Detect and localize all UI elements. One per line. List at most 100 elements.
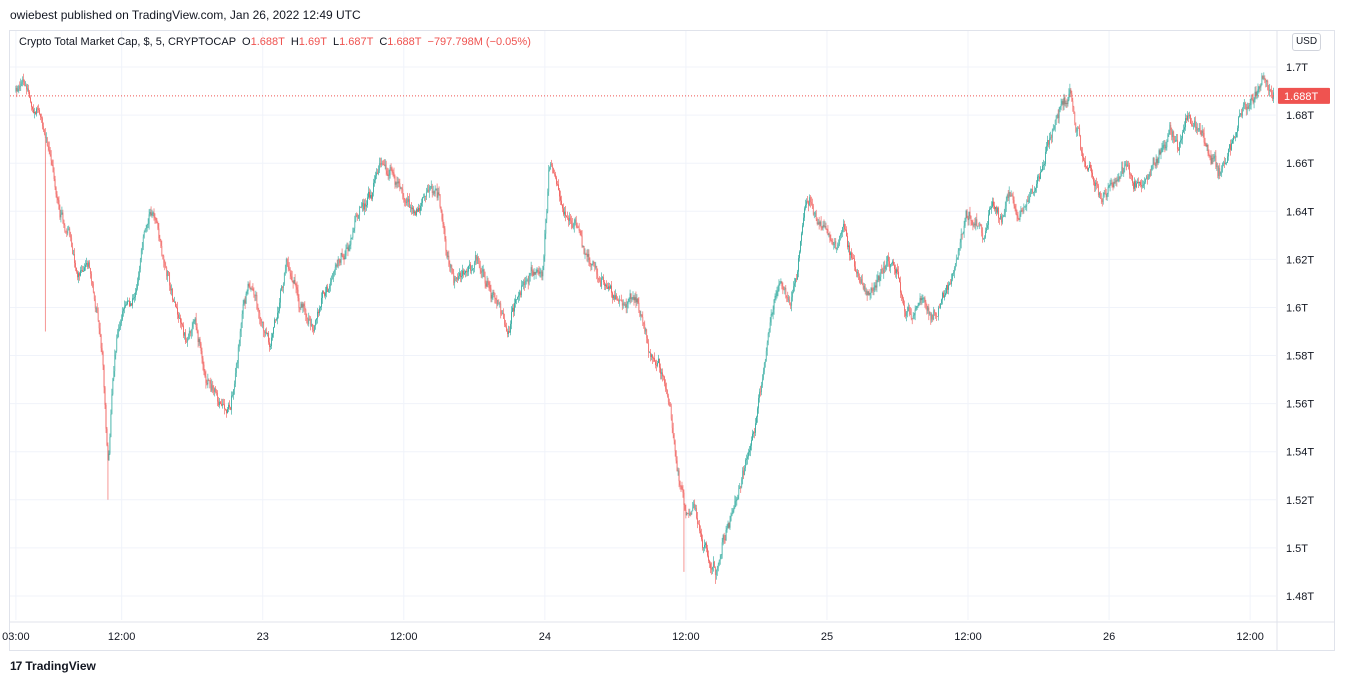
candle-body [1210,155,1212,164]
high-value: 1.69T [298,36,327,48]
candle-body [476,256,478,261]
candle-body [392,172,394,173]
candle-body [671,418,673,428]
candle-body [644,324,646,332]
candle-body [299,307,301,309]
candle-body [50,154,52,161]
candle-body [967,218,969,221]
candle-body [51,160,53,165]
candle-body [189,330,191,334]
candle-body [1096,182,1097,185]
candle-body [936,315,938,317]
candle-body [473,262,475,269]
candle-body [1090,164,1091,168]
candle-body [725,530,727,541]
open-value: 1.688T [250,36,285,48]
candle-body [174,301,175,303]
candle-body [776,291,778,296]
candle-body [383,164,385,166]
candle-body [288,265,290,270]
candle-body [1131,174,1132,177]
candle-body [813,213,815,215]
candle-body [854,258,855,267]
candle-body [836,248,838,250]
candle-body [916,305,918,309]
candle-body [975,219,977,226]
candle-body [633,297,635,301]
candle-body [920,298,922,301]
candle-body [720,555,722,560]
candle-body [29,91,30,98]
candle-body [666,390,668,396]
candle-body [821,227,823,229]
candle-body [220,401,221,404]
candle-body [1127,164,1129,167]
candle-body [244,300,246,304]
candle-body [133,298,134,299]
candle-body [1171,131,1173,138]
candle-body [377,170,379,175]
candle-body [1132,176,1133,183]
candle-body [265,332,267,334]
candle-body [295,284,297,288]
candle-body [804,208,805,218]
candle-body [710,563,711,569]
candle-body [986,227,987,232]
candle-body [82,270,83,272]
time-tick-label: 12:00 [108,631,136,643]
candle-body [44,133,46,139]
candle-body [253,290,255,295]
candle-body [654,358,655,362]
candle-body [38,108,39,110]
candle-body [1053,128,1055,130]
candle-body [526,280,528,282]
candle-body [564,211,565,215]
candle-body [385,164,387,171]
candle-body [54,178,56,188]
candle-body [196,327,198,332]
candle-body [1226,162,1227,164]
currency-button[interactable]: USD [1292,33,1321,51]
candle-body [345,248,347,256]
candle-body [1078,128,1080,129]
candle-body [470,264,471,271]
candle-body [824,225,826,227]
candle-body [399,183,401,189]
candle-body [559,190,560,197]
candle-body [1064,97,1066,105]
candle-body [794,283,795,287]
candle-body [479,265,481,270]
candle-body [675,451,677,461]
candle-body [1129,165,1130,175]
candle-body [908,307,910,312]
candle-body [686,513,688,516]
candle-body [658,358,659,363]
candle-body [808,197,810,206]
candle-body [53,172,55,179]
candle-body [415,211,416,216]
candle-body [300,303,302,309]
candle-body [684,505,686,510]
candle-body [883,266,885,274]
candle-body [381,163,383,164]
candle-body [960,234,962,243]
tradingview-brand[interactable]: 17 TradingView [10,659,96,673]
candle-body [765,351,767,361]
candle-body [1028,199,1030,203]
candle-body [953,267,955,273]
candle-body [930,313,932,320]
candle-body [276,319,277,320]
candle-body [124,306,125,310]
time-tick-label: 12:00 [672,631,700,643]
candle-body [145,228,147,229]
candle-body [430,186,432,187]
candle-body [617,300,619,302]
candle-body [1060,104,1062,107]
candle-body [1015,208,1017,215]
candle-body [1234,136,1235,138]
candle-body [374,179,375,183]
candle-body [268,332,269,343]
candle-body [380,163,382,165]
candle-body [1192,125,1193,127]
